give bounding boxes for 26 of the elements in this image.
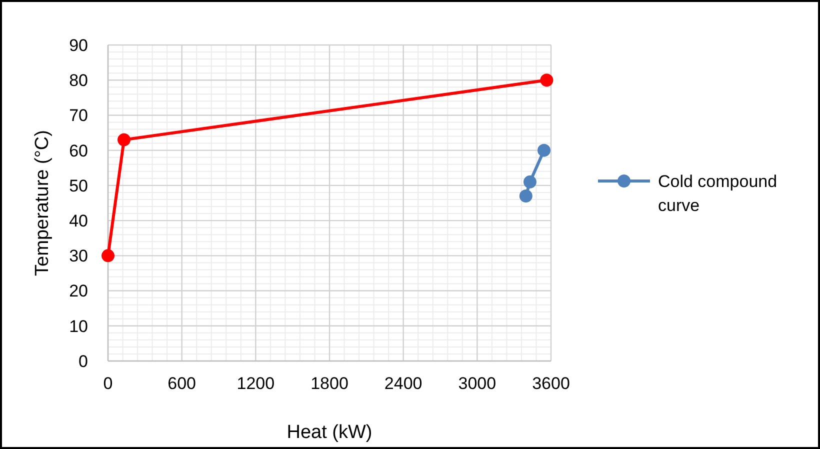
x-tick-label: 3600 [532,374,570,393]
x-tick-label: 1200 [236,374,275,393]
x-tick-label: 0 [103,374,113,393]
legend-label: Cold compound curve [658,172,778,215]
y-tick-label: 50 [69,176,88,196]
point [519,189,532,202]
x-tick-label: 2400 [384,374,422,393]
y-tick-label: 30 [69,246,88,266]
x-tick-label: 600 [168,374,196,393]
point [523,175,536,188]
y-tick-label: 70 [69,106,88,126]
x-axis-title: Heat (kW) [286,422,372,443]
y-tick-label: 80 [69,71,88,90]
y-tick-label: 20 [69,282,88,301]
point [102,249,114,262]
y-axis-title: Temperature (°C) [32,130,53,276]
y-tick-label: 90 [69,36,88,55]
y-tick-label: 60 [69,141,88,160]
point [537,144,550,157]
x-tick-label: 3000 [458,374,496,393]
point [117,133,130,146]
x-tick-label: 1800 [310,374,348,393]
y-tick-label: 0 [78,352,88,371]
y-tick-label: 10 [69,316,88,336]
y-tick-label: 40 [69,212,88,231]
point [540,74,554,87]
